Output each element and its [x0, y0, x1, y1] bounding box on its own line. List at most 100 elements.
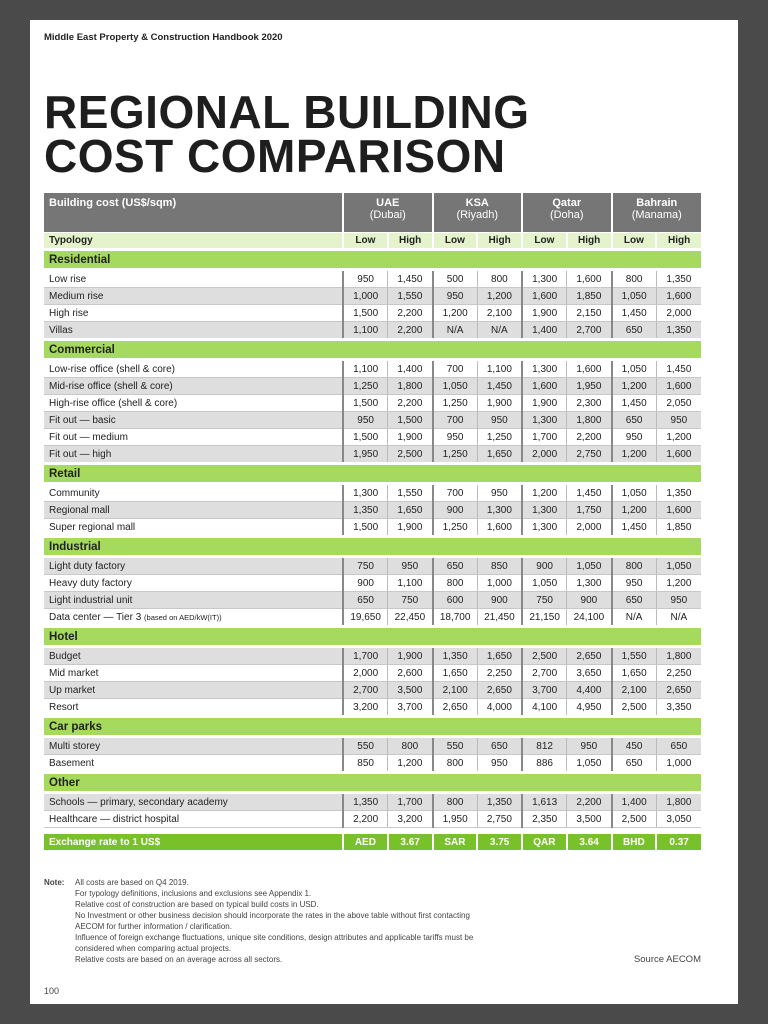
cost-cell: 3,700 — [387, 698, 433, 717]
cost-cell: 650 — [610, 321, 657, 340]
section-header: Commercial — [44, 338, 701, 361]
cost-cell: 3,200 — [387, 810, 433, 828]
cost-cell: 1,850 — [655, 518, 701, 537]
cost-cell: 2,650 — [431, 698, 478, 717]
high-label: High — [565, 232, 612, 250]
cost-cell: 800 — [476, 269, 522, 288]
row-label-text: Light industrial unit — [49, 594, 133, 606]
row-label-text: Low rise — [49, 273, 87, 285]
cost-cell: 3,700 — [521, 681, 567, 699]
cost-cell: 2,050 — [655, 394, 701, 412]
cost-cell: 1,450 — [610, 518, 657, 537]
cost-cell: 600 — [431, 591, 478, 609]
note-line: Relative costs are based on an average a… — [75, 955, 283, 964]
exchange-label: Exchange rate to 1 US$ — [44, 834, 343, 850]
cost-cell: 950 — [387, 556, 433, 575]
cost-cell: 21,150 — [521, 608, 567, 627]
cost-cell: 24,100 — [566, 608, 612, 627]
cost-cell: 1,900 — [387, 428, 433, 446]
exchange-rate-row: Exchange rate to 1 US$ AED 3.67 SAR 3.75 QAR 3… — [44, 834, 701, 850]
cost-cell: 2,200 — [342, 810, 388, 828]
cost-cell: 1,350 — [342, 501, 388, 519]
cost-cell: 650 — [610, 591, 657, 609]
row-label: High rise — [44, 304, 343, 322]
cost-cell: 2,500 — [610, 698, 657, 717]
cost-cell: N/A — [476, 321, 522, 340]
cost-cell: 1,600 — [655, 377, 701, 395]
cost-cell: 950 — [610, 574, 657, 592]
cost-cell: 1,450 — [610, 304, 657, 322]
cost-cell: 4,100 — [521, 698, 567, 717]
cost-cell: 2,750 — [476, 810, 522, 828]
row-label: Up market — [44, 681, 343, 699]
cost-cell: 1,300 — [521, 411, 567, 429]
cost-cell: 1,600 — [655, 445, 701, 464]
cost-cell: 1,200 — [610, 445, 657, 464]
cost-cell: 2,700 — [566, 321, 612, 340]
table-row: Mid-rise office (shell & core) 1,250 1,800… — [44, 377, 701, 395]
typology-label: Typology — [44, 232, 343, 250]
cost-cell: 1,800 — [387, 377, 433, 395]
table-row: Fit out — high 1,950 2,500 1,250 1,650 2,000 2… — [44, 445, 701, 464]
cost-cell: 950 — [476, 483, 522, 502]
high-label: High — [476, 232, 522, 250]
exchange-cell: 3.67 — [386, 834, 433, 850]
cost-cell: 1,200 — [387, 754, 433, 773]
typology-row: Typology Low High Low High Low High Low … — [44, 232, 701, 250]
cost-cell: 450 — [610, 736, 657, 755]
cost-cell: 22,450 — [387, 608, 433, 627]
cost-cell: 1,200 — [431, 304, 478, 322]
cost-cell: 2,200 — [566, 428, 612, 446]
note-line: Influence of foreign exchange fluctuatio… — [75, 933, 474, 942]
page: Middle East Property & Construction Hand… — [30, 20, 738, 1004]
cost-cell: 1,300 — [521, 359, 567, 378]
row-label: Fit out — medium — [44, 428, 343, 446]
cost-cell: 1,600 — [566, 269, 612, 288]
section-title: Car parks — [44, 715, 701, 738]
cost-cell: 1,250 — [431, 394, 478, 412]
cost-cell: 1,550 — [387, 287, 433, 305]
cost-cell: 1,100 — [342, 359, 388, 378]
table-row: Low-rise office (shell & core) 1,100 1,400… — [44, 359, 701, 378]
row-label: Mid market — [44, 664, 343, 682]
cost-cell: 3,050 — [655, 810, 701, 828]
cost-cell: 2,650 — [566, 646, 612, 665]
note-line: AECOM for further information / clarific… — [75, 922, 232, 931]
note-line: considered when comparing actual project… — [75, 944, 232, 953]
row-label-text: Heavy duty factory — [49, 577, 132, 589]
cost-cell: 1,550 — [610, 646, 657, 665]
table-row: Mid market 2,000 2,600 1,650 2,250 2,700 3,650… — [44, 664, 701, 682]
cost-cell: 2,500 — [387, 445, 433, 464]
section-title: Industrial — [44, 535, 701, 558]
cost-cell: 1,650 — [476, 445, 522, 464]
row-label: Light duty factory — [44, 556, 343, 575]
cost-cell: 1,900 — [521, 394, 567, 412]
exchange-cell: 0.37 — [655, 834, 701, 850]
cost-cell: 1,100 — [387, 574, 433, 592]
cost-cell: 1,350 — [431, 646, 478, 665]
table-row: Light duty factory 750 950 650 850 900 1,050 80… — [44, 556, 701, 575]
running-header: Middle East Property & Construction Hand… — [44, 32, 283, 43]
cost-cell: 2,200 — [387, 321, 433, 340]
cost-cell: 900 — [431, 501, 478, 519]
low-label: Low — [342, 232, 388, 250]
cost-cell: 2,750 — [566, 445, 612, 464]
row-label-text: Super regional mall — [49, 521, 136, 533]
cost-cell: 1,500 — [342, 304, 388, 322]
cost-cell: 1,050 — [431, 377, 478, 395]
cost-cell: 1,600 — [655, 501, 701, 519]
cost-cell: 3,500 — [387, 681, 433, 699]
row-label: Low rise — [44, 269, 343, 288]
cost-cell: 1,450 — [476, 377, 522, 395]
cost-cell: 4,000 — [476, 698, 522, 717]
cost-cell: 700 — [431, 359, 478, 378]
cost-cell: 19,650 — [342, 608, 388, 627]
cost-cell: 700 — [431, 411, 478, 429]
cost-cell: 850 — [476, 556, 522, 575]
cost-cell: 1,200 — [610, 377, 657, 395]
cost-cell: 1,350 — [476, 792, 522, 811]
cost-cell: 1,600 — [566, 359, 612, 378]
cost-cell: 1,600 — [476, 518, 522, 537]
cost-cell: 1,200 — [521, 483, 567, 502]
row-label: Schools — primary, secondary academy — [44, 792, 343, 811]
